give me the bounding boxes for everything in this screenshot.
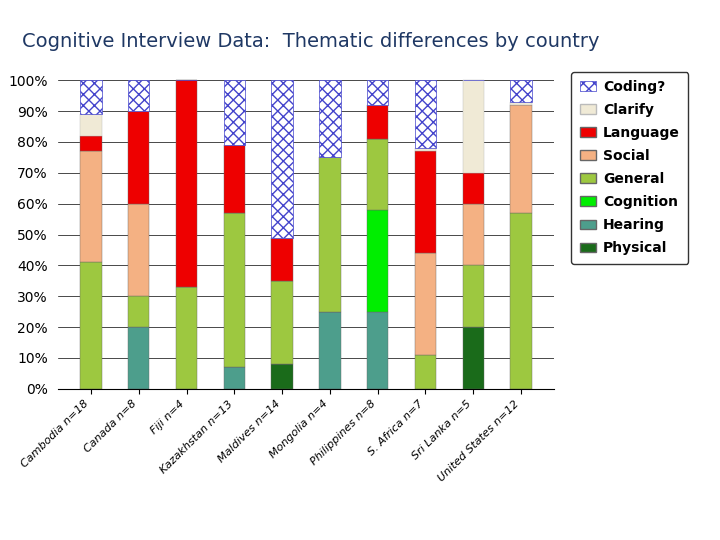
Bar [271, 238, 293, 281]
Bar [319, 157, 341, 312]
Bar [319, 312, 341, 389]
Bar [510, 102, 532, 105]
Text: Cognitive Interview Data:  Thematic differences by country: Cognitive Interview Data: Thematic diffe… [22, 32, 599, 51]
Bar [367, 80, 389, 105]
Bar [510, 80, 532, 102]
Bar [128, 327, 150, 389]
Bar [80, 262, 102, 389]
Bar [176, 287, 197, 389]
Bar [462, 327, 484, 389]
Bar [367, 105, 389, 139]
Bar [462, 80, 484, 173]
Bar [223, 80, 245, 145]
Bar [223, 367, 245, 389]
Bar [176, 80, 197, 287]
Bar [80, 80, 102, 114]
Bar [223, 145, 245, 213]
Bar [367, 312, 389, 389]
Bar [415, 151, 436, 253]
Bar [510, 213, 532, 389]
Bar [367, 139, 389, 210]
Bar [128, 80, 150, 111]
Bar [462, 173, 484, 204]
Legend: Coding?, Clarify, Language, Social, General, Cognition, Hearing, Physical: Coding?, Clarify, Language, Social, Gene… [571, 72, 688, 264]
Bar [80, 136, 102, 151]
Bar [415, 80, 436, 148]
Bar [271, 281, 293, 364]
Bar [80, 114, 102, 136]
Bar [271, 364, 293, 389]
Bar [319, 80, 341, 157]
Bar [462, 265, 484, 327]
Bar [271, 80, 293, 238]
Bar [223, 213, 245, 367]
Bar [128, 296, 150, 327]
Bar [80, 151, 102, 262]
Bar [367, 210, 389, 312]
Bar [462, 204, 484, 265]
Bar [510, 105, 532, 213]
Bar [128, 111, 150, 204]
Bar [415, 355, 436, 389]
Bar [128, 204, 150, 296]
Bar [415, 148, 436, 151]
Bar [415, 253, 436, 355]
